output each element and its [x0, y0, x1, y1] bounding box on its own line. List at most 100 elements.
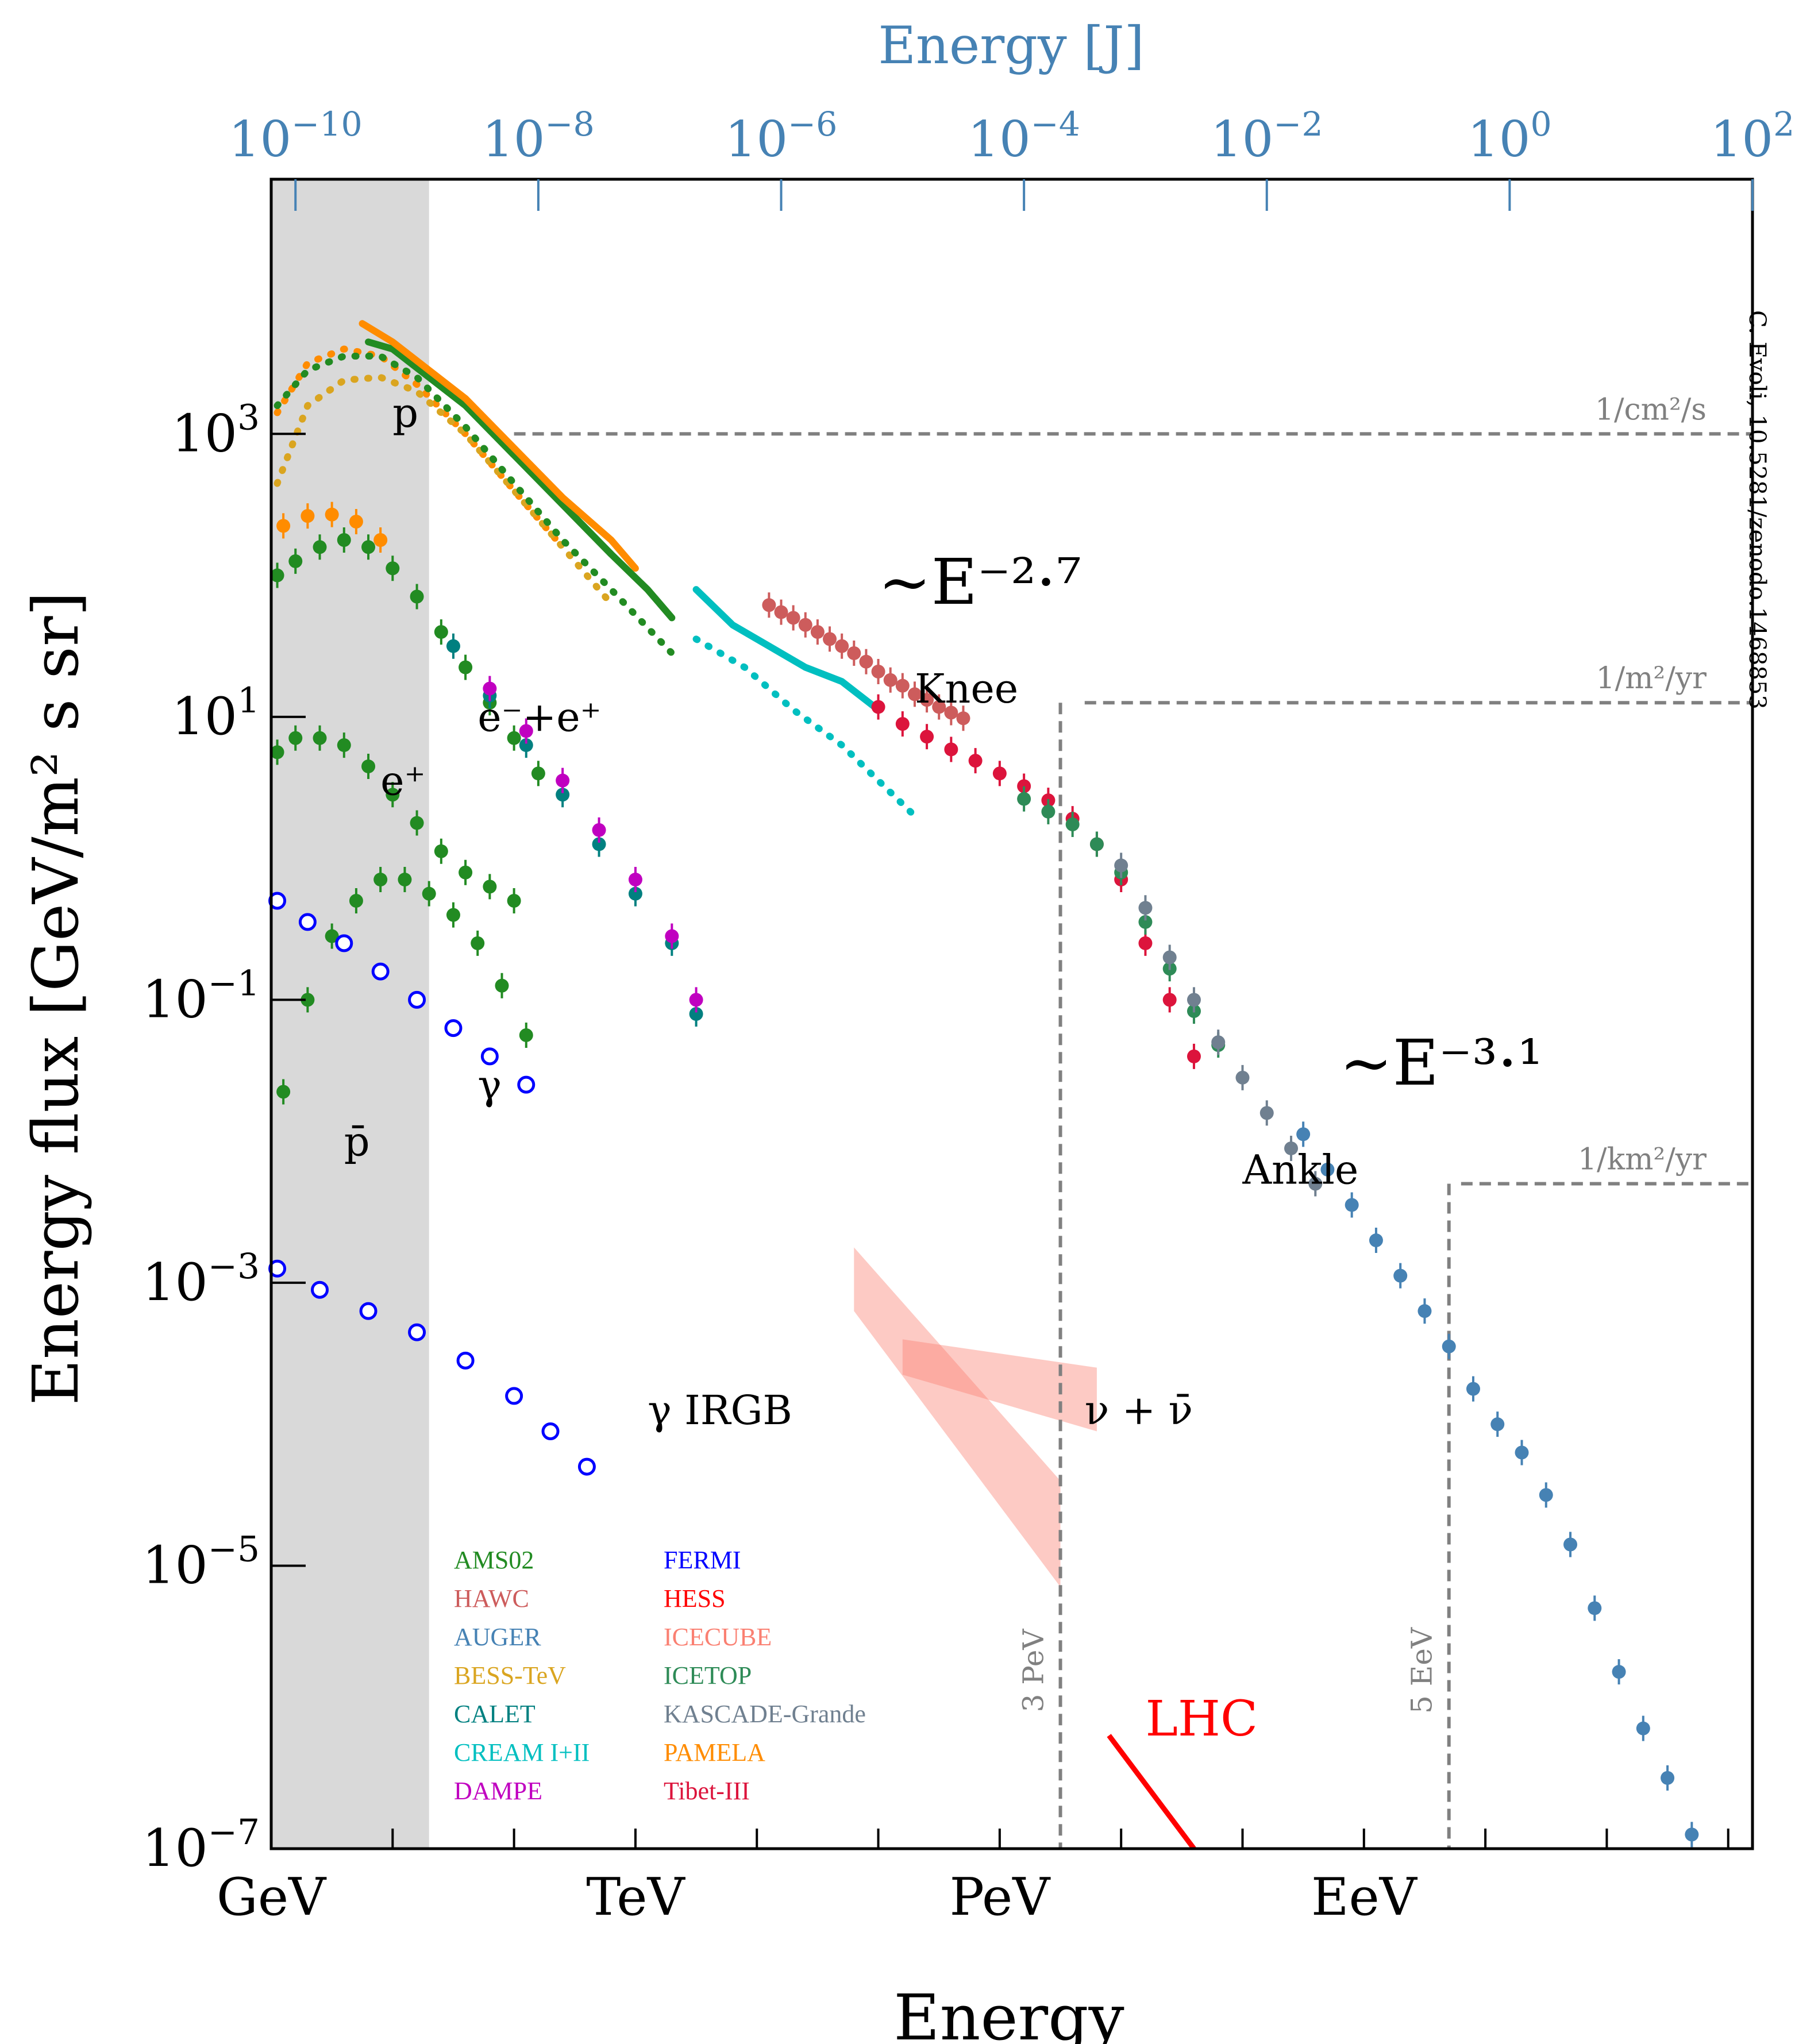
series-e-ams02	[270, 725, 521, 913]
data-point	[519, 738, 533, 753]
data-point	[1017, 779, 1031, 793]
data-point	[1162, 993, 1177, 1007]
data-point	[847, 646, 861, 661]
data-point	[408, 990, 426, 1009]
data-point	[1187, 993, 1201, 1007]
legend-item-dampe: DAMPE	[454, 1777, 543, 1805]
data-point	[762, 598, 776, 612]
y-tick-label: 103	[172, 397, 260, 464]
data-point	[1138, 915, 1153, 929]
series-tibet-iii	[871, 694, 1201, 1069]
data-point	[920, 693, 934, 707]
data-point	[628, 873, 642, 887]
data-point	[556, 773, 570, 788]
data-point	[361, 759, 376, 774]
data-point	[1417, 1304, 1432, 1318]
data-point	[1114, 858, 1128, 873]
data-point	[786, 611, 800, 625]
data-series	[268, 320, 1699, 1850]
data-point	[335, 934, 353, 952]
flux-reference-label-2: 1/m²/yr	[1596, 661, 1707, 696]
flux-reference-label-3: 1/km²/yr	[1578, 1143, 1707, 1177]
y-tick-label: 10−7	[142, 1812, 260, 1879]
data-point	[408, 1323, 426, 1341]
series-p-ams02	[276, 867, 533, 1105]
top-tick-label: 102	[1711, 105, 1795, 168]
top-tick-label: 10−2	[1211, 105, 1323, 168]
series-icetop	[1017, 786, 1226, 1058]
plot-frame	[269, 178, 1754, 1850]
data-point	[410, 816, 424, 830]
data-point	[398, 873, 412, 887]
data-point	[556, 788, 570, 802]
data-point	[471, 936, 485, 950]
data-point	[689, 1007, 703, 1021]
data-point	[895, 678, 910, 693]
annotation-6: γ IRGB	[648, 1387, 792, 1434]
data-point	[577, 1457, 596, 1476]
top-tick-label: 10−4	[968, 105, 1080, 168]
data-point	[288, 554, 303, 568]
data-point	[1138, 936, 1153, 950]
data-point	[907, 687, 922, 701]
data-point	[1490, 1417, 1505, 1432]
data-point	[665, 929, 679, 943]
series--fermi	[268, 892, 536, 1094]
x-tick-label: PeV	[949, 1867, 1051, 1927]
annotations: Energy Energy [J] Energy flux [GeV/m² s …	[19, 16, 1770, 2044]
series-p-ams02-solid-	[365, 338, 676, 622]
y-axis-title: Energy flux [GeV/m² s sr]	[19, 592, 93, 1406]
data-point	[1211, 1035, 1226, 1050]
icecube-band-2	[902, 1339, 1097, 1432]
legend-item-icecube: ICECUBE	[664, 1623, 772, 1651]
y-tick-label: 10−3	[142, 1246, 260, 1313]
x-tick-label: GeV	[217, 1867, 327, 1927]
legend-item-calet: CALET	[454, 1700, 536, 1728]
data-point	[371, 962, 390, 981]
annotation-7: LHC	[1145, 1691, 1258, 1748]
series-hawc	[762, 592, 970, 731]
data-point	[325, 929, 339, 943]
data-point	[434, 844, 448, 858]
legend-item-pamela: PAMELA	[664, 1738, 765, 1767]
data-point	[1017, 792, 1031, 806]
data-point	[373, 873, 388, 887]
data-point	[592, 823, 606, 837]
data-point	[444, 1019, 463, 1038]
data-point	[932, 700, 946, 714]
data-point	[1369, 1233, 1383, 1248]
data-point	[774, 605, 788, 619]
data-point	[628, 886, 642, 901]
annotation-11: γ	[477, 1062, 502, 1109]
data-point	[349, 893, 363, 908]
data-point	[386, 788, 400, 802]
data-point	[337, 533, 351, 547]
series-p-ams02-dotted-	[274, 352, 676, 657]
y-tick-label: 10−1	[142, 963, 260, 1030]
data-point	[1089, 837, 1104, 851]
y-tick-label: 10−5	[142, 1529, 260, 1596]
data-point	[507, 893, 521, 908]
data-point	[823, 632, 837, 646]
data-point	[446, 908, 460, 922]
data-point	[1539, 1488, 1553, 1502]
data-point	[349, 514, 363, 529]
data-point	[1187, 1049, 1201, 1063]
data-point	[276, 519, 291, 533]
legend-item-tibet-iii: Tibet-III	[664, 1777, 750, 1805]
data-point	[507, 731, 521, 745]
series-kascade-grande	[1114, 853, 1323, 1197]
data-point	[1259, 1106, 1274, 1120]
legend-item-hess: HESS	[664, 1584, 726, 1613]
annotation-1: ~E⁻²·⁷	[879, 545, 1082, 619]
data-point	[270, 568, 284, 583]
legend-item-icetop: ICETOP	[664, 1661, 752, 1690]
lhc-line	[1107, 1734, 1196, 1850]
credit-text: C. Evoli, 10.5281/zenodo.1468853	[1744, 310, 1770, 709]
data-point	[592, 837, 606, 851]
top-tick-label: 10−10	[229, 105, 363, 168]
legend-item-fermi: FERMI	[664, 1546, 741, 1574]
data-point	[337, 738, 351, 753]
annotation-8: p	[392, 389, 418, 437]
data-point	[835, 639, 849, 653]
